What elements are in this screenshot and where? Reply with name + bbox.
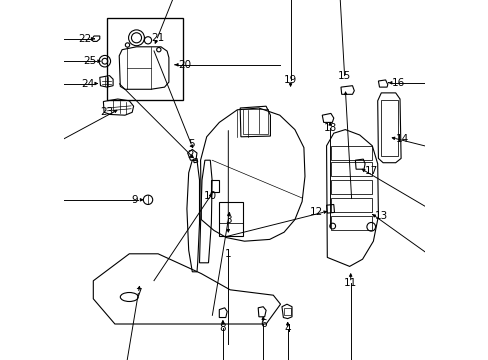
Text: 1: 1 xyxy=(224,249,231,259)
Text: 16: 16 xyxy=(390,78,404,88)
Bar xyxy=(107,18,182,100)
Text: 13: 13 xyxy=(374,211,387,221)
Text: 8: 8 xyxy=(219,323,226,333)
Text: 18: 18 xyxy=(323,123,336,133)
Bar xyxy=(284,308,290,315)
Text: 2: 2 xyxy=(187,150,193,160)
Text: 21: 21 xyxy=(150,33,163,43)
Text: 23: 23 xyxy=(100,107,113,117)
Text: 22: 22 xyxy=(78,34,91,44)
Text: 11: 11 xyxy=(344,278,357,288)
Text: 12: 12 xyxy=(309,207,322,217)
Text: 20: 20 xyxy=(178,60,191,70)
Bar xyxy=(330,162,371,176)
Bar xyxy=(219,202,242,236)
Bar xyxy=(330,216,371,230)
Text: 3: 3 xyxy=(224,215,231,225)
Bar xyxy=(330,146,371,160)
Bar xyxy=(330,198,371,212)
Text: 15: 15 xyxy=(337,71,350,81)
Text: 25: 25 xyxy=(83,56,96,66)
Text: 14: 14 xyxy=(395,134,408,144)
Text: 17: 17 xyxy=(365,166,378,176)
Text: 6: 6 xyxy=(260,319,266,329)
Text: 19: 19 xyxy=(284,75,297,85)
Bar xyxy=(242,109,267,134)
Text: 9: 9 xyxy=(131,195,138,205)
Bar xyxy=(330,180,371,194)
Text: 24: 24 xyxy=(81,78,94,89)
Text: 10: 10 xyxy=(203,191,216,201)
Text: 4: 4 xyxy=(284,324,290,334)
Text: 7: 7 xyxy=(135,288,142,298)
Text: 5: 5 xyxy=(187,139,194,149)
Bar xyxy=(380,100,397,156)
